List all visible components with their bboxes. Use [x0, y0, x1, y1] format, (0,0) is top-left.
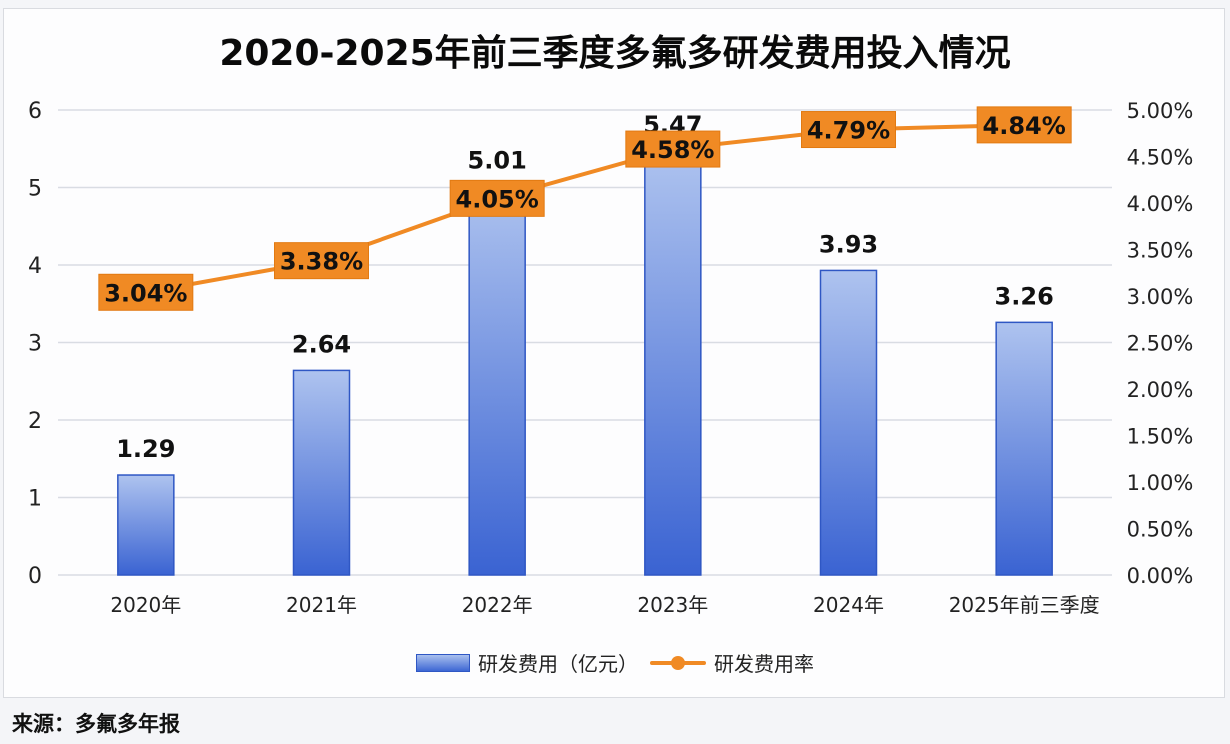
right-axis-tick-label: 2.00%: [1127, 378, 1194, 402]
bar-data-label: 3.26: [995, 282, 1054, 310]
legend-bar-swatch-icon: [416, 653, 470, 672]
line-data-label: 4.05%: [456, 185, 539, 213]
x-axis-tick-label: 2021年: [286, 593, 357, 617]
line-data-label: 4.79%: [807, 117, 890, 145]
bar-series: [117, 150, 1053, 576]
line-data-labels: 3.04% 3.38% 4.05% 4.58% 4.79% 4.84%: [98, 106, 1072, 311]
right-axis-tick-label: 3.00%: [1127, 285, 1194, 309]
line-data-label-box: [801, 111, 896, 149]
right-axis-tick-label: 2.50%: [1127, 332, 1194, 356]
right-axis-tick-label: 5.00%: [1127, 99, 1194, 123]
x-axis-tick-label: 2025年前三季度: [949, 593, 1100, 617]
x-axis-tick-label: 2022年: [462, 593, 533, 617]
legend-label-rd-rate: 研发费用率: [714, 652, 814, 676]
line-data-label-box: [98, 273, 194, 311]
right-axis-tick-label: 1.50%: [1127, 425, 1194, 449]
line-data-label-box: [274, 242, 369, 280]
left-axis-tick-label: 5: [28, 177, 42, 202]
x-axis-tick-label: 2023年: [637, 593, 708, 617]
line-data-label: 4.84%: [983, 112, 1066, 140]
legend-item-rd-rate: 研发费用率: [650, 648, 814, 677]
right-axis-tick-label: 0.50%: [1127, 518, 1194, 542]
left-axis-tick-label: 2: [28, 409, 42, 434]
x-axis-tick-label: 2024年: [813, 593, 884, 617]
bar-data-label: 2.64: [292, 330, 351, 358]
legend: 研发费用（亿元） 研发费用率: [0, 648, 1230, 677]
bar: [644, 150, 702, 576]
left-axis-tick-label: 0: [28, 564, 42, 589]
left-axis-tick-label: 3: [28, 332, 42, 357]
bar-data-label: 5.01: [468, 147, 527, 175]
legend-label-rd-expense: 研发费用（亿元）: [478, 652, 638, 676]
bar-data-labels: 1.292.645.015.473.933.26: [116, 111, 1054, 463]
line-data-label-box: [976, 106, 1072, 144]
chart-title: 2020-2025年前三季度多氟多研发费用投入情况: [219, 33, 1011, 74]
right-axis-tick-label: 4.50%: [1127, 146, 1194, 170]
left-axis-ticks: 0 1 2 3 4 5 6: [28, 99, 42, 589]
line-data-label: 4.58%: [631, 136, 714, 164]
right-axis-tick-label: 4.00%: [1127, 192, 1194, 216]
bar: [292, 369, 351, 576]
x-axis-tick-label: 2020年: [110, 593, 181, 617]
bar: [995, 321, 1053, 576]
line-data-label-box: [625, 130, 721, 168]
right-axis-tick-label: 3.50%: [1127, 239, 1194, 263]
bar: [819, 269, 878, 576]
right-axis-ticks: 0.00% 0.50% 1.00% 1.50% 2.00% 2.50% 3.00% 3.50%…: [1127, 99, 1194, 588]
bar: [117, 474, 175, 576]
legend-item-rd-expense: 研发费用（亿元）: [416, 648, 638, 677]
bar-data-label: 1.29: [116, 435, 175, 463]
x-axis-ticks: 2020年 2021年 2022年 2023年 2024年 2025年前三季度: [110, 593, 1099, 617]
right-axis-tick-label: 0.00%: [1127, 564, 1194, 588]
left-axis-tick-label: 4: [28, 254, 42, 279]
gridlines: [58, 109, 1112, 576]
legend-line-marker-icon: [650, 654, 706, 672]
left-axis-tick-label: 6: [28, 99, 42, 124]
bar-data-label: 3.93: [819, 230, 878, 258]
right-axis-tick-label: 1.00%: [1127, 471, 1194, 495]
left-axis-tick-label: 1: [28, 487, 42, 512]
line-data-label-box: [449, 179, 545, 217]
line-data-label: 3.04%: [104, 279, 187, 307]
bar: [468, 185, 526, 576]
source-note: 来源：多氟多年报: [12, 712, 180, 736]
line-data-label: 3.38%: [280, 248, 363, 276]
